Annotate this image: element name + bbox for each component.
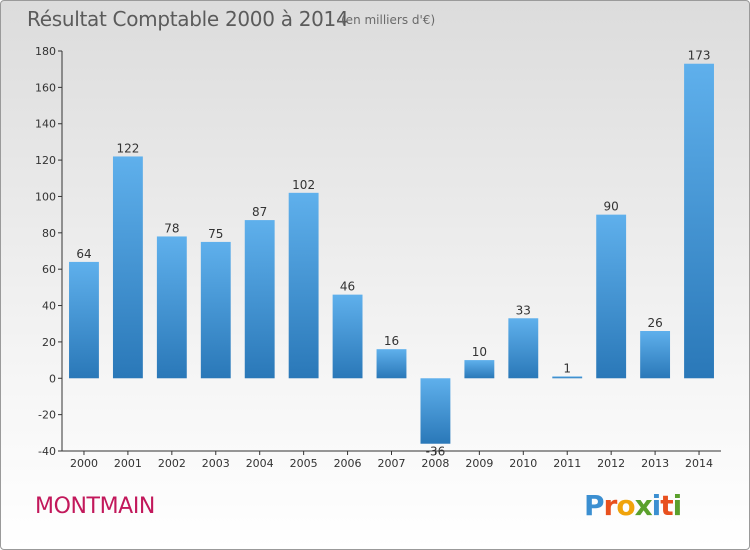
bar-2013 bbox=[640, 331, 671, 379]
bar-2006 bbox=[332, 294, 363, 379]
y-tick-label: 80 bbox=[42, 227, 56, 240]
x-tick-label: 2010 bbox=[509, 457, 537, 470]
value-label: 64 bbox=[76, 247, 91, 261]
x-tick-label: 2004 bbox=[246, 457, 274, 470]
logo-letter: t bbox=[660, 489, 673, 522]
y-tick-label: 100 bbox=[35, 190, 56, 203]
value-label: 90 bbox=[604, 200, 619, 214]
bar-2010 bbox=[508, 318, 539, 379]
x-tick-label: 2005 bbox=[290, 457, 318, 470]
x-tick-label: 2001 bbox=[114, 457, 142, 470]
value-label: 87 bbox=[252, 205, 267, 219]
chart-title: Résultat Comptable 2000 à 2014 bbox=[27, 7, 349, 31]
value-label: 10 bbox=[472, 345, 487, 359]
bar-2004 bbox=[244, 220, 275, 379]
x-tick-label: 2007 bbox=[378, 457, 406, 470]
value-label: 75 bbox=[208, 227, 223, 241]
bar-2014 bbox=[684, 63, 714, 379]
y-tick-label: 0 bbox=[49, 372, 56, 385]
x-tick-label: 2012 bbox=[597, 457, 625, 470]
value-label: 46 bbox=[340, 280, 355, 294]
value-label: 173 bbox=[688, 49, 711, 63]
value-label: 33 bbox=[516, 303, 531, 317]
bar-2011 bbox=[552, 376, 583, 379]
y-tick-label: 60 bbox=[42, 263, 56, 276]
value-label: 1 bbox=[563, 361, 571, 375]
value-label: 122 bbox=[116, 141, 139, 155]
commune-name: MONTMAIN bbox=[35, 494, 155, 519]
bar-2009 bbox=[464, 360, 495, 379]
bar-2001 bbox=[112, 156, 143, 379]
logo-letter: x bbox=[634, 489, 653, 522]
value-label: -36 bbox=[426, 445, 446, 459]
logo-letter: o bbox=[616, 489, 635, 522]
logo-letter: i bbox=[672, 489, 683, 522]
proxiti-logo: Proxiti bbox=[584, 489, 683, 522]
y-tick-label: 140 bbox=[35, 118, 56, 131]
value-label: 16 bbox=[384, 334, 399, 348]
y-tick-label: 120 bbox=[35, 154, 56, 167]
x-tick-label: 2003 bbox=[202, 457, 230, 470]
bar-2012 bbox=[596, 214, 627, 379]
bar-2003 bbox=[200, 241, 231, 379]
value-label: 78 bbox=[164, 221, 179, 235]
bar-2005 bbox=[288, 192, 319, 379]
x-tick-label: 2009 bbox=[465, 457, 493, 470]
x-tick-label: 2011 bbox=[553, 457, 581, 470]
value-label: 26 bbox=[647, 316, 662, 330]
x-tick-label: 2002 bbox=[158, 457, 186, 470]
x-tick-label: 2008 bbox=[421, 457, 449, 470]
logo-letter: r bbox=[603, 489, 618, 522]
value-label: 102 bbox=[292, 178, 315, 192]
x-tick-label: 2000 bbox=[70, 457, 98, 470]
y-tick-label: 180 bbox=[35, 45, 56, 58]
y-tick-label: -20 bbox=[38, 409, 56, 422]
logo-letter: i bbox=[651, 489, 662, 522]
bar-2008 bbox=[420, 378, 451, 444]
y-tick-label: -40 bbox=[38, 445, 56, 458]
x-tick-label: 2006 bbox=[334, 457, 362, 470]
x-tick-label: 2014 bbox=[685, 457, 713, 470]
x-tick-label: 2013 bbox=[641, 457, 669, 470]
bar-2000 bbox=[69, 261, 99, 379]
bar-2002 bbox=[156, 236, 187, 379]
bar-2007 bbox=[376, 349, 407, 379]
y-tick-label: 20 bbox=[42, 336, 56, 349]
chart-subtitle: (en milliers d'€) bbox=[341, 13, 436, 27]
logo-letter: P bbox=[584, 489, 605, 522]
y-tick-label: 40 bbox=[42, 300, 56, 313]
y-tick-label: 160 bbox=[35, 81, 56, 94]
